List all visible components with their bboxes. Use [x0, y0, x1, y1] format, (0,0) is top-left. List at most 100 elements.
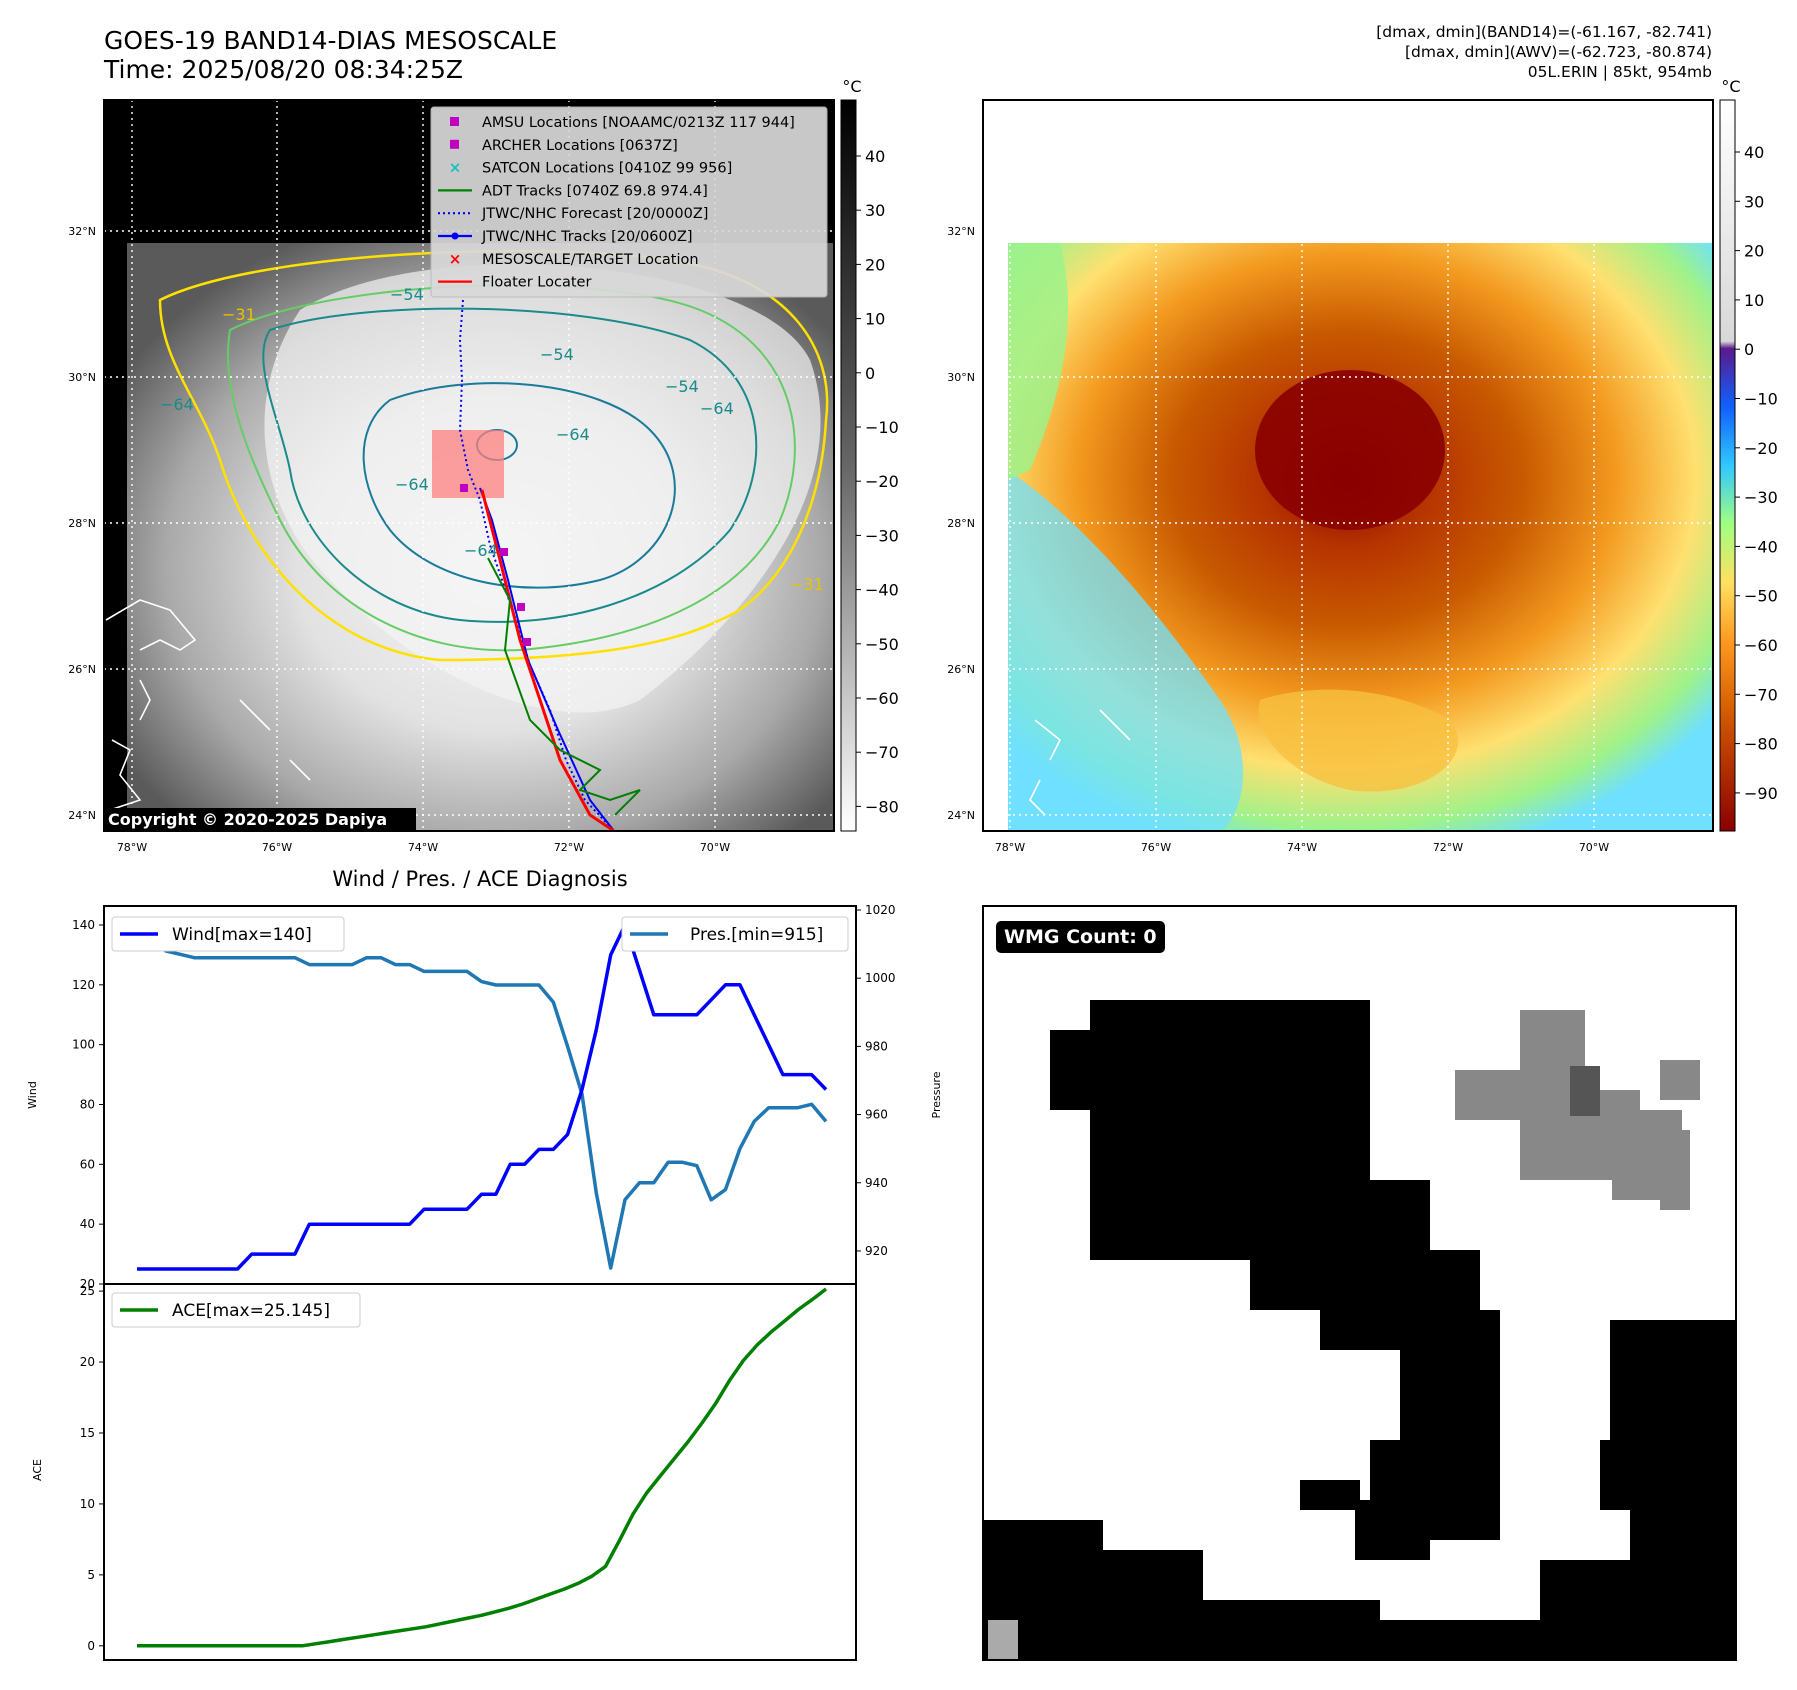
contour-label: −31 — [790, 575, 824, 594]
dmax-band14: [dmax, dmin](BAND14)=(-61.167, -82.741) — [1376, 23, 1712, 41]
lat-label: 24°N — [68, 809, 96, 822]
y-tick-label: 1000 — [865, 971, 896, 985]
legend-label: ARCHER Locations [0637Z] — [482, 138, 678, 154]
wmg-frame — [982, 905, 1737, 1661]
y-tick-label: 920 — [865, 1244, 888, 1258]
colorbar-tick-label: −30 — [1744, 488, 1778, 507]
title-product: GOES-19 BAND14-DIAS MESOSCALE — [104, 26, 558, 55]
pres-legend: Pres.[min=915] — [621, 916, 849, 952]
colorbar-tick-label: −50 — [1744, 587, 1778, 606]
lat-label: 28°N — [947, 517, 975, 530]
legend-item: ADT Tracks [0740Z 69.8 974.4] — [438, 183, 708, 199]
ir-map-panel: Copyright © 2020-2025 Dapiya AMSU Locati… — [68, 99, 835, 854]
y-tick-label: 940 — [865, 1176, 888, 1190]
lat-label: 26°N — [68, 663, 96, 676]
legend-label: MESOSCALE/TARGET Location — [482, 252, 699, 268]
amsu-markers — [460, 484, 531, 646]
lon-label: 76°W — [262, 841, 292, 854]
contour-minus54 — [262, 307, 758, 623]
contour-label: −64 — [395, 475, 429, 494]
y-tick-label: 25 — [80, 1284, 95, 1298]
awv-frame — [982, 99, 1714, 832]
dry-slot — [1008, 470, 1244, 831]
wmg-black-block — [1103, 1550, 1203, 1660]
legend-square-marker — [450, 139, 459, 149]
colorbar-tick-label: −30 — [865, 526, 899, 545]
colorbar-tick-label: −70 — [865, 743, 899, 762]
core-region — [1255, 370, 1445, 530]
contour-label: −54 — [665, 377, 699, 396]
y-tick-label: 10 — [80, 1497, 95, 1511]
colorbar-tick-label: −50 — [865, 635, 899, 654]
legend-x-marker: × — [449, 250, 462, 268]
colorbar-tick-label: 10 — [865, 310, 885, 329]
awv-map-panel: 32°N 30°N 28°N 26°N 24°N 78°W 76°W 74°W 72°W 70°… — [947, 99, 1714, 854]
wind-plot-area — [103, 905, 857, 1285]
floater-track — [480, 489, 615, 833]
lon-label: 78°W — [117, 841, 147, 854]
y-tick-label: 20 — [80, 1277, 95, 1291]
lon-label: 74°W — [1287, 841, 1317, 854]
wmg-black-block — [1420, 1400, 1500, 1540]
legend-label: ADT Tracks [0740Z 69.8 974.4] — [482, 183, 708, 199]
colorbar-tick-label: 20 — [1744, 242, 1764, 261]
ace-legend: ACE[max=25.145] — [111, 1292, 361, 1328]
pres-legend-label: Pres.[min=915] — [690, 925, 823, 945]
y-tick-label: 0 — [87, 1639, 95, 1653]
y-tick-label: 120 — [72, 978, 95, 992]
ace-plot-area — [103, 1283, 857, 1661]
wind-legend-label: Wind[max=140] — [172, 925, 312, 945]
contour-label: −64 — [700, 399, 734, 418]
pressure-axis-label: Pressure — [930, 1071, 943, 1118]
colorbar-tick-label: 0 — [1744, 340, 1754, 359]
colorbar-tick-label: 20 — [865, 255, 885, 274]
colorbar-tick-label: −80 — [1744, 735, 1778, 754]
southern-band — [1258, 689, 1458, 792]
lat-label: 32°N — [68, 225, 96, 238]
lon-label: 76°W — [1141, 841, 1171, 854]
y-tick-label: 80 — [80, 1098, 95, 1112]
y-tick-label: 20 — [80, 1355, 95, 1369]
ace-legend-label: ACE[max=25.145] — [172, 1301, 330, 1321]
lon-label: 74°W — [408, 841, 438, 854]
wind-line — [137, 923, 828, 1271]
lon-label: 78°W — [995, 841, 1025, 854]
contour-label: −54 — [390, 285, 424, 304]
wmg-black-block — [1355, 1500, 1430, 1560]
lon-label: 72°W — [554, 841, 584, 854]
colorbar-tick-label: 0 — [865, 364, 875, 383]
wmg-black-block — [1300, 1480, 1360, 1510]
pres-legend-box — [621, 916, 849, 952]
awv-gridlines — [983, 100, 1713, 831]
lat-label: 30°N — [68, 371, 96, 384]
wmg-gray-block — [1660, 1130, 1690, 1210]
title-time: Time: 2025/08/20 08:34:25Z — [104, 55, 463, 84]
contour-label: −64 — [556, 425, 590, 444]
map-frame — [103, 99, 835, 832]
lon-label: 72°W — [1433, 841, 1463, 854]
ace-axis-label: ACE — [31, 1459, 44, 1481]
coastline — [105, 599, 311, 811]
figure-title: GOES-19 BAND14-DIAS MESOSCALE Time: 2025… — [104, 26, 557, 84]
y-tick-label: 15 — [80, 1426, 95, 1440]
outer-moist-band — [1008, 243, 1069, 480]
colorbar-tick-label: −60 — [1744, 636, 1778, 655]
ace-legend-box — [111, 1292, 361, 1328]
legend-label: JTWC/NHC Forecast [20/0000Z] — [481, 206, 708, 222]
legend-item: × MESOSCALE/TARGET Location — [449, 250, 699, 268]
legend-x-marker: × — [449, 159, 462, 177]
colorbar-tick-label: −20 — [1744, 439, 1778, 458]
wmg-blocks — [983, 1000, 1736, 1660]
ace-line — [137, 1287, 828, 1648]
cloud-shield — [264, 264, 821, 713]
wmg-black-block — [1630, 1480, 1735, 1660]
colorbar-tick-label: −80 — [865, 797, 899, 816]
ir-colorbar: °C 40 30 20 10 0 −10 −20 −30 −40 −50 −60 −70 −80 — [840, 77, 899, 832]
lat-label: 30°N — [947, 371, 975, 384]
colorbar-tick-label: −70 — [1744, 685, 1778, 704]
colorbar-tick-label: −60 — [865, 689, 899, 708]
pressure-line — [137, 928, 828, 1270]
wmg-dark-block — [1570, 1066, 1600, 1116]
y-tick-label: 980 — [865, 1039, 888, 1053]
